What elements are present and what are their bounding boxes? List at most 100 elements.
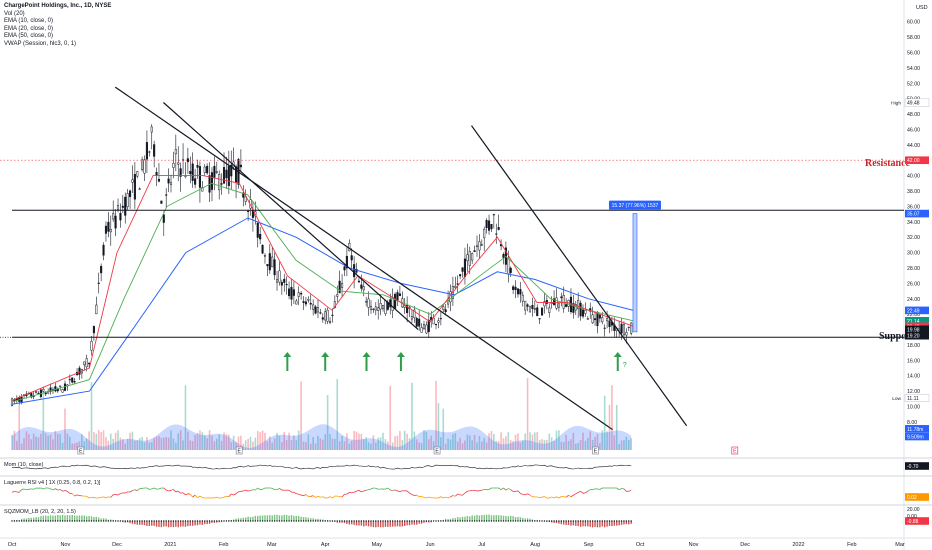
volume-bar bbox=[423, 430, 425, 450]
volume-bar bbox=[276, 432, 278, 450]
laguerre-rsi-segment bbox=[235, 491, 239, 495]
study-vol[interactable]: Vol (20) bbox=[4, 10, 25, 17]
volume-bar bbox=[319, 438, 322, 450]
squeeze-bar bbox=[493, 515, 495, 521]
volume-bar bbox=[61, 442, 64, 450]
squeeze-bar bbox=[78, 515, 81, 521]
candle-body bbox=[519, 289, 522, 295]
laguerre-rsi-segment bbox=[192, 494, 196, 498]
squeeze-bar bbox=[290, 515, 293, 521]
time-tick-label: Feb bbox=[219, 542, 228, 548]
squeeze-bar bbox=[608, 521, 611, 527]
laguerre-rsi-segment bbox=[175, 490, 179, 493]
squeeze-dot bbox=[418, 520, 420, 522]
squeeze-dot bbox=[338, 520, 341, 522]
candle-body bbox=[608, 320, 611, 327]
squeeze-bar bbox=[165, 521, 167, 527]
volume-bar bbox=[623, 440, 625, 450]
study-ema-10[interactable]: EMA (10, close, 0) bbox=[4, 18, 54, 25]
volume-bar bbox=[611, 385, 613, 450]
squeeze-dot bbox=[179, 520, 182, 522]
squeeze-bar bbox=[358, 521, 360, 526]
squeeze-bar bbox=[300, 516, 302, 521]
squeeze-bar bbox=[411, 521, 413, 525]
squeeze-bar bbox=[618, 521, 620, 526]
squeeze-dot bbox=[146, 520, 148, 522]
squeeze-bar bbox=[343, 521, 346, 524]
squeeze-dot bbox=[348, 520, 351, 522]
volume-bar bbox=[182, 440, 184, 450]
squeeze-bar bbox=[141, 521, 143, 525]
squeeze-bar bbox=[69, 515, 71, 521]
squeeze-bar bbox=[175, 521, 177, 527]
volume-bar bbox=[312, 437, 314, 450]
laguerre-rsi-segment bbox=[443, 496, 446, 499]
volume-bar bbox=[449, 439, 452, 450]
volume-bar bbox=[155, 436, 158, 450]
price-tick-label: 28.00 bbox=[907, 266, 920, 272]
volume-bar bbox=[338, 441, 341, 450]
panel-value-bg bbox=[905, 462, 929, 470]
squeeze-dot bbox=[293, 520, 295, 522]
volume-bar bbox=[40, 433, 42, 450]
squeeze-bar bbox=[483, 514, 485, 521]
laguerre-rsi-segment bbox=[565, 494, 569, 498]
candle-body bbox=[579, 302, 582, 317]
study-ema-50[interactable]: EMA (50, close, 0) bbox=[4, 33, 54, 40]
squeeze-dot bbox=[42, 520, 45, 522]
squeeze-dot bbox=[510, 520, 512, 522]
laguerre-rsi-segment bbox=[221, 496, 225, 499]
squeeze-bar bbox=[526, 518, 529, 521]
squeeze-bar bbox=[148, 521, 151, 527]
study-ema-20[interactable]: EMA (20, close, 0) bbox=[4, 25, 54, 32]
ema-20-line bbox=[11, 182, 634, 403]
squeeze-dot bbox=[322, 520, 324, 522]
squeeze-dot bbox=[266, 520, 269, 522]
candle-body bbox=[463, 258, 466, 277]
candle-body bbox=[471, 253, 474, 261]
candle-body bbox=[172, 162, 175, 168]
candle-body bbox=[160, 200, 163, 204]
laguerre-rsi-segment bbox=[481, 489, 485, 491]
candle-body bbox=[594, 318, 597, 321]
squeeze-dot bbox=[594, 520, 596, 522]
candle-body bbox=[126, 193, 129, 208]
squeeze-dot bbox=[66, 520, 69, 522]
squeeze-bar bbox=[73, 515, 76, 521]
squeeze-dot bbox=[488, 520, 490, 522]
candle-body bbox=[454, 285, 457, 288]
earnings-marker bbox=[433, 446, 441, 455]
volume-bar bbox=[73, 443, 76, 450]
candle-body bbox=[247, 210, 250, 213]
squeeze-dot bbox=[543, 520, 546, 522]
squeeze-dot bbox=[367, 520, 370, 522]
laguerre-rsi-segment bbox=[233, 493, 237, 496]
candle-body bbox=[314, 306, 317, 314]
squeeze-bar bbox=[452, 518, 454, 521]
volume-bar bbox=[95, 433, 98, 450]
squeeze-dot bbox=[211, 520, 213, 522]
laguerre-rsi-segment bbox=[57, 489, 61, 491]
earnings-marker-label: E bbox=[237, 449, 241, 455]
squeeze-dot bbox=[507, 520, 510, 522]
laguerre-rsi-segment bbox=[616, 487, 620, 491]
squeeze-dot bbox=[399, 520, 401, 522]
squeeze-bar bbox=[471, 515, 473, 521]
squeeze-bar bbox=[163, 521, 165, 527]
squeeze-dot bbox=[245, 520, 247, 522]
squeeze-dot bbox=[126, 520, 129, 522]
squeeze-bar bbox=[242, 517, 244, 521]
up-arrow-head bbox=[396, 352, 405, 357]
laguerre-rsi-segment bbox=[406, 490, 410, 494]
price-label-value: 19.20 bbox=[907, 334, 920, 340]
candle-body bbox=[54, 386, 57, 392]
squeeze-bar bbox=[500, 515, 502, 521]
candle-body bbox=[131, 179, 134, 183]
price-tick-label: 18.00 bbox=[907, 343, 920, 349]
squeeze-dot bbox=[25, 520, 28, 522]
squeeze-dot bbox=[550, 520, 553, 522]
squeeze-bar bbox=[519, 517, 522, 521]
squeeze-dot bbox=[473, 520, 476, 522]
study-vwap[interactable]: VWAP (Session, hlc3, 0, 1) bbox=[4, 40, 77, 47]
